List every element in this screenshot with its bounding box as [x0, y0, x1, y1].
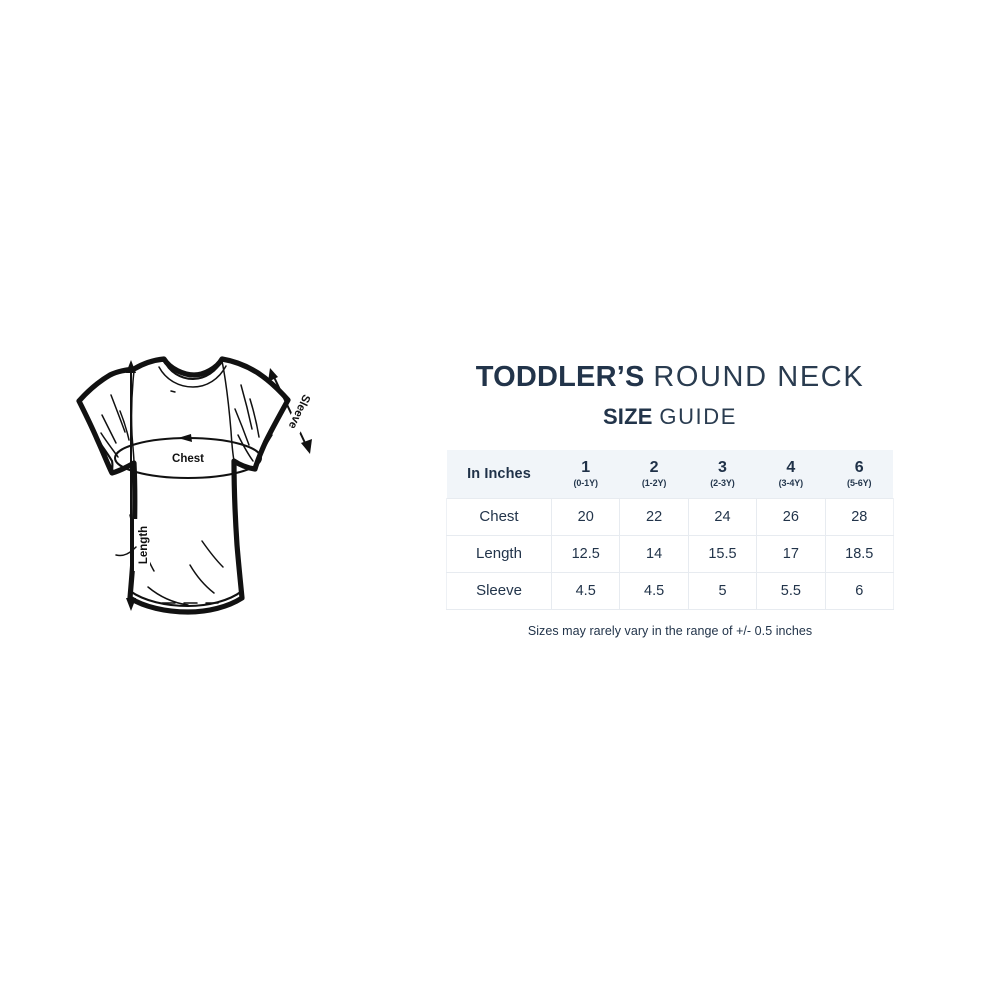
cell-length-2: 14: [619, 534, 689, 573]
measurement-label-sleeve: Sleeve: [446, 571, 552, 610]
fold-body-2: [189, 564, 215, 594]
page-title-strong: TODDLER’S: [475, 361, 645, 393]
cell-chest-1: 20: [550, 497, 621, 536]
size-number: 1: [581, 458, 591, 476]
size-table-container: In Inches 1 (0-1Y) 2 (1-2Y) 3 (2-3Y): [446, 449, 894, 610]
cell-chest-2: 22: [619, 497, 689, 536]
chest-measure-arrowhead: [178, 434, 192, 442]
size-number: 2: [649, 458, 659, 476]
table-row: Length 12.5 14 15.5 17 18.5: [446, 534, 894, 573]
measurement-label-length: Length: [446, 534, 552, 573]
chest-measure-label: Chest: [172, 453, 204, 465]
cell-length-6: 18.5: [824, 534, 894, 573]
page-subtitle-strong: SIZE: [602, 404, 653, 430]
cell-length-4: 17: [756, 534, 826, 573]
collar-stitch-dash: [170, 390, 176, 393]
right-armhole-seam: [221, 360, 235, 462]
collar-stitch-line: [158, 365, 227, 388]
size-chart-table: In Inches 1 (0-1Y) 2 (1-2Y) 3 (2-3Y): [446, 449, 894, 610]
page-title-light: ROUND NECK: [653, 361, 865, 393]
column-header-size-1: 1 (0-1Y): [551, 449, 620, 498]
fold-body-4: [147, 586, 189, 606]
size-number: 6: [854, 458, 864, 476]
row-header-label: In Inches: [446, 449, 552, 498]
cell-chest-4: 26: [756, 497, 826, 536]
cell-sleeve-4: 5.5: [756, 571, 826, 610]
chest-label-backdrop: [160, 450, 217, 466]
length-arrowhead-top: [126, 360, 136, 373]
right-sleeve-cuff-inner: [257, 434, 273, 460]
length-label-backdrop: [134, 519, 150, 571]
fold-left-1: [110, 394, 126, 433]
page-title: TODDLER’S ROUND NECK: [440, 361, 900, 393]
fold-left-3: [101, 414, 117, 444]
cell-chest-6: 28: [824, 497, 894, 536]
cell-sleeve-3: 5: [687, 571, 758, 610]
size-age-range: (2-3Y): [710, 477, 735, 488]
size-number: 3: [718, 458, 727, 476]
length-measure-label: Length: [138, 526, 150, 564]
fold-right-2: [249, 398, 260, 438]
cell-sleeve-1: 4.5: [550, 571, 621, 610]
size-number: 4: [786, 458, 796, 476]
column-header-size-3: 3 (2-3Y): [688, 449, 757, 498]
fold-left-2: [119, 410, 130, 441]
cell-length-3: 15.5: [687, 534, 758, 573]
size-guide-panel: TODDLER’S ROUND NECK SIZE GUIDE In Inche…: [440, 361, 900, 638]
length-leader-curve: [115, 546, 137, 557]
length-arrowhead-bottom: [126, 598, 136, 611]
column-header-size-2: 2 (1-2Y): [619, 449, 689, 498]
size-table-body: Chest 20 22 24 26 28 Length 12.5 14 15.5…: [446, 497, 894, 610]
fold-body-3: [201, 540, 224, 568]
fold-right-4: [237, 434, 254, 462]
column-header-size-6: 6 (5-6Y): [825, 449, 894, 498]
size-variance-note: Sizes may rarely vary in the range of +/…: [527, 623, 813, 638]
size-age-range: (0-1Y): [573, 477, 598, 488]
sleeve-arrowhead-top: [268, 368, 278, 382]
size-table-head: In Inches 1 (0-1Y) 2 (1-2Y) 3 (2-3Y): [446, 449, 894, 498]
t-shirt-body-outline: [76, 356, 291, 615]
size-age-range: (3-4Y): [778, 477, 804, 488]
size-age-range: (1-2Y): [641, 477, 667, 488]
size-age-range: (5-6Y): [847, 477, 872, 488]
collar-inner-line: [162, 358, 224, 381]
column-header-size-4: 4 (3-4Y): [756, 449, 826, 498]
cell-sleeve-6: 6: [824, 571, 894, 610]
cell-sleeve-2: 4.5: [619, 571, 689, 610]
measurement-label-chest: Chest: [446, 497, 552, 536]
fold-right-3: [234, 408, 250, 446]
sleeve-measure-line: [273, 376, 307, 446]
fold-right-1: [240, 384, 253, 430]
sleeve-arrowhead-bottom: [301, 439, 312, 454]
cell-chest-3: 24: [687, 497, 758, 536]
table-header-row: In Inches 1 (0-1Y) 2 (1-2Y) 3 (2-3Y): [446, 449, 894, 498]
bottom-hem-line: [128, 589, 244, 608]
left-sleeve-cuff: [95, 437, 114, 475]
page-subtitle-light: GUIDE: [659, 404, 738, 430]
t-shirt-illustration: Chest Length Sleeve: [42, 355, 332, 645]
cell-length-1: 12.5: [550, 534, 621, 573]
table-row: Chest 20 22 24 26 28: [446, 497, 894, 536]
page-subtitle: SIZE GUIDE: [440, 405, 900, 429]
table-row: Sleeve 4.5 4.5 5 5.5 6: [446, 571, 894, 610]
sleeve-label-backdrop: [283, 387, 319, 438]
